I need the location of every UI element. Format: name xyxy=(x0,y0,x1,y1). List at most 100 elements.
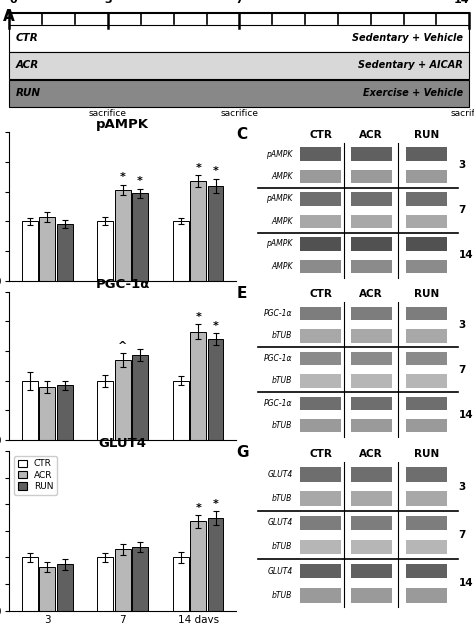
Bar xyxy=(406,329,447,343)
Bar xyxy=(39,567,55,611)
Bar xyxy=(351,588,392,602)
Title: pAMPK: pAMPK xyxy=(96,118,149,131)
Text: 3: 3 xyxy=(104,0,112,5)
Text: bTUB: bTUB xyxy=(272,543,292,551)
Bar xyxy=(300,374,341,388)
Bar xyxy=(173,221,189,280)
Text: 3: 3 xyxy=(458,320,466,330)
Bar xyxy=(57,564,73,611)
Bar xyxy=(351,374,392,388)
Text: 14: 14 xyxy=(458,578,473,588)
Bar xyxy=(406,307,447,320)
Bar xyxy=(39,387,55,440)
Text: CTR: CTR xyxy=(309,449,332,459)
Bar xyxy=(351,564,392,578)
Text: Exercise + Vehicle: Exercise + Vehicle xyxy=(363,88,463,98)
Bar xyxy=(406,516,447,530)
Bar xyxy=(406,374,447,388)
Bar xyxy=(300,397,341,410)
Bar xyxy=(9,25,469,52)
Bar xyxy=(406,237,447,250)
Text: ACR: ACR xyxy=(16,60,39,70)
Text: ACR: ACR xyxy=(359,449,383,459)
Bar xyxy=(351,215,392,228)
Bar xyxy=(132,547,148,611)
Bar xyxy=(300,169,341,183)
Bar xyxy=(57,386,73,440)
Bar xyxy=(98,381,113,440)
Text: bTUB: bTUB xyxy=(272,494,292,503)
Bar xyxy=(9,80,469,107)
Bar xyxy=(351,307,392,320)
Bar xyxy=(351,169,392,183)
Text: 7: 7 xyxy=(458,205,466,215)
Title: GLUT4: GLUT4 xyxy=(99,437,146,450)
Text: 14: 14 xyxy=(454,0,469,5)
Bar xyxy=(132,355,148,440)
Text: RUN: RUN xyxy=(413,289,439,299)
Bar xyxy=(406,492,447,506)
Bar xyxy=(351,329,392,343)
Text: RUN: RUN xyxy=(413,130,439,140)
Bar xyxy=(406,419,447,432)
Bar xyxy=(351,492,392,506)
Bar xyxy=(300,351,341,365)
Bar xyxy=(406,169,447,183)
Bar xyxy=(115,360,131,440)
Text: C: C xyxy=(237,126,247,141)
Bar xyxy=(300,215,341,228)
Bar xyxy=(351,467,392,482)
Text: E: E xyxy=(237,286,247,301)
Text: bTUB: bTUB xyxy=(272,331,292,340)
Bar xyxy=(300,492,341,506)
Text: *: * xyxy=(120,172,126,182)
Bar xyxy=(9,52,469,78)
Text: 3: 3 xyxy=(458,482,466,492)
Bar xyxy=(190,331,206,440)
Bar xyxy=(300,237,341,250)
Bar xyxy=(406,215,447,228)
Text: bTUB: bTUB xyxy=(272,376,292,386)
Bar xyxy=(300,307,341,320)
Bar xyxy=(115,190,131,280)
Text: PGC-1α: PGC-1α xyxy=(264,354,292,363)
Text: CTR: CTR xyxy=(309,289,332,299)
Text: AMPK: AMPK xyxy=(271,217,292,226)
Bar xyxy=(351,419,392,432)
Text: 14: 14 xyxy=(458,409,473,419)
Bar xyxy=(300,540,341,554)
Text: 7: 7 xyxy=(236,0,243,5)
Text: sacrifice: sacrifice xyxy=(450,109,474,118)
Text: pAMPK: pAMPK xyxy=(266,194,292,204)
Text: CTR: CTR xyxy=(16,34,39,44)
Text: GLUT4: GLUT4 xyxy=(267,518,292,527)
Bar xyxy=(190,181,206,280)
Text: GLUT4: GLUT4 xyxy=(267,470,292,479)
Text: ^: ^ xyxy=(118,341,128,351)
Bar xyxy=(406,467,447,482)
Bar xyxy=(351,260,392,273)
Text: PGC-1α: PGC-1α xyxy=(264,309,292,318)
Bar xyxy=(351,397,392,410)
Bar xyxy=(190,521,206,611)
Text: *: * xyxy=(213,166,219,176)
Bar xyxy=(300,516,341,530)
Bar xyxy=(406,260,447,273)
Text: 7: 7 xyxy=(458,364,466,374)
Title: PGC-1α: PGC-1α xyxy=(96,278,150,291)
Bar xyxy=(300,193,341,206)
Text: *: * xyxy=(213,498,219,508)
Bar xyxy=(57,224,73,280)
Bar xyxy=(208,340,223,440)
Text: *: * xyxy=(195,163,201,173)
Text: *: * xyxy=(195,312,201,322)
Bar xyxy=(300,147,341,161)
Legend: CTR, ACR, RUN: CTR, ACR, RUN xyxy=(14,456,57,495)
Text: GLUT4: GLUT4 xyxy=(267,567,292,576)
Text: PGC-1α: PGC-1α xyxy=(264,399,292,408)
Bar xyxy=(300,467,341,482)
Text: ACR: ACR xyxy=(359,289,383,299)
Text: Sedentary + Vehicle: Sedentary + Vehicle xyxy=(352,34,463,44)
Text: ACR: ACR xyxy=(359,130,383,140)
Bar xyxy=(132,194,148,280)
